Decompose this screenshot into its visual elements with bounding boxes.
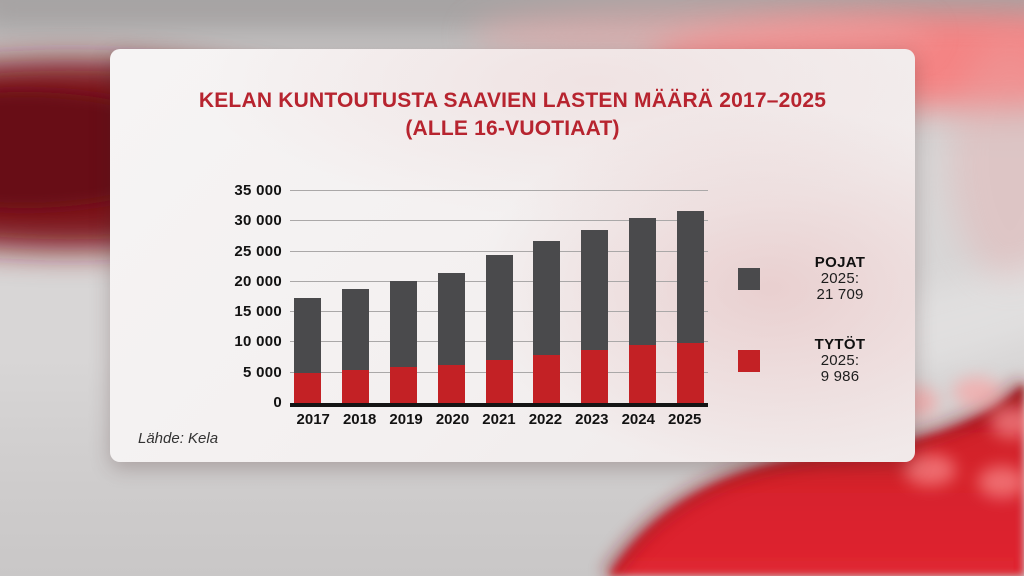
legend-year: 2025:: [820, 270, 860, 287]
bar-2023-tytöt-segment: [581, 350, 609, 403]
bar-2023: [581, 230, 609, 403]
bar-2020: [437, 273, 465, 403]
source-note: Lähde: Kela: [138, 430, 219, 447]
y-tick-label-25000: 25 000: [234, 242, 282, 260]
bar-2024-tytöt-segment: [629, 345, 657, 403]
bar-2025: [677, 211, 704, 403]
x-tick-label-2025: 2025: [668, 411, 702, 428]
legend-year: 2025:: [820, 352, 860, 369]
x-tick-label-2021: 2021: [482, 411, 516, 428]
bar-2018-pojat-segment: [341, 289, 369, 370]
gridline-30000: [290, 220, 708, 222]
bar-2022-pojat-segment: [533, 240, 561, 356]
bar-2024-pojat-segment: [629, 218, 657, 346]
bar-2021-pojat-segment: [485, 254, 513, 360]
bars: [290, 191, 708, 403]
chart-title-line1: KELAN KUNTOUTUSTA SAAVIEN LASTEN MÄÄRÄ 2…: [198, 89, 827, 112]
x-tick-label-2017: 2017: [296, 411, 330, 428]
x-tick-label-2019: 2019: [389, 411, 423, 428]
legend-value: 21 709: [816, 286, 864, 303]
legend: POJAT 2025: 21 709 TYTÖT 2025: 9 986: [738, 255, 910, 419]
bar-2020-pojat-segment: [437, 273, 465, 365]
legend-label: POJAT: [814, 254, 866, 271]
bar-2024: [629, 218, 657, 403]
bar-2022-tytöt-segment: [533, 355, 561, 403]
bar-2020-tytöt-segment: [437, 364, 465, 403]
chart-card: KELAN KUNTOUTUSTA SAAVIEN LASTEN MÄÄRÄ 2…: [110, 49, 915, 462]
x-axis-labels: 2017 2018 2019 2020 2021 2022 2023 2024 2025: [290, 411, 708, 428]
bar-2025-pojat-segment: [677, 211, 704, 343]
bar-2018: [341, 289, 369, 403]
bar-2019-pojat-segment: [389, 280, 417, 368]
plot-area: [290, 190, 708, 407]
bar-2018-tytöt-segment: [341, 370, 369, 403]
y-tick-label-15000: 15 000: [234, 303, 282, 321]
legend-swatch-pojat: [738, 268, 760, 290]
x-tick-label-2022: 2022: [528, 411, 563, 428]
bar-2022: [533, 240, 561, 403]
x-tick-label-2020: 2020: [435, 411, 470, 428]
y-tick-label-5000: 5 000: [242, 363, 282, 381]
y-tick-label-20000: 20 000: [234, 272, 282, 290]
bar-2019: [389, 280, 417, 403]
legend-swatch-tytöt: [738, 350, 760, 372]
bar-2017: [294, 298, 321, 403]
chart-title-line2: (ALLE 16-VUOTIAAT): [405, 117, 620, 140]
legend-value: 9 986: [820, 368, 860, 385]
chart-title: KELAN KUNTOUTUSTA SAAVIEN LASTEN MÄÄRÄ 2…: [110, 87, 915, 143]
legend-label: TYTÖT: [814, 336, 866, 353]
y-axis-labels: 0 5 000 10 000 15 000 20 000 25 000 30 000 35 0…: [214, 182, 282, 411]
bar-2025-tytöt-segment: [677, 342, 704, 403]
legend-text-tytöt: TYTÖT 2025: 9 986: [770, 337, 910, 385]
bar-2017-pojat-segment: [294, 298, 321, 374]
y-tick-label-0: 0: [273, 394, 282, 411]
x-tick-label-2018: 2018: [342, 411, 377, 428]
bar-2021: [485, 254, 513, 403]
legend-entry-pojat: POJAT 2025: 21 709: [738, 255, 910, 303]
bar-2017-tytöt-segment: [294, 373, 321, 403]
gridline-35000: [290, 190, 708, 191]
bar-2023-pojat-segment: [581, 230, 609, 351]
x-tick-label-2023: 2023: [575, 411, 609, 428]
bar-2019-tytöt-segment: [389, 367, 417, 403]
legend-entry-tytöt: TYTÖT 2025: 9 986: [738, 337, 910, 385]
y-tick-label-10000: 10 000: [234, 333, 282, 351]
x-tick-label-2024: 2024: [621, 411, 655, 428]
y-tick-label-35000: 35 000: [234, 182, 282, 199]
bar-2021-tytöt-segment: [485, 360, 513, 403]
y-tick-label-30000: 30 000: [234, 212, 282, 230]
legend-text-pojat: POJAT 2025: 21 709: [770, 255, 910, 303]
gridline-25000: [290, 250, 708, 252]
